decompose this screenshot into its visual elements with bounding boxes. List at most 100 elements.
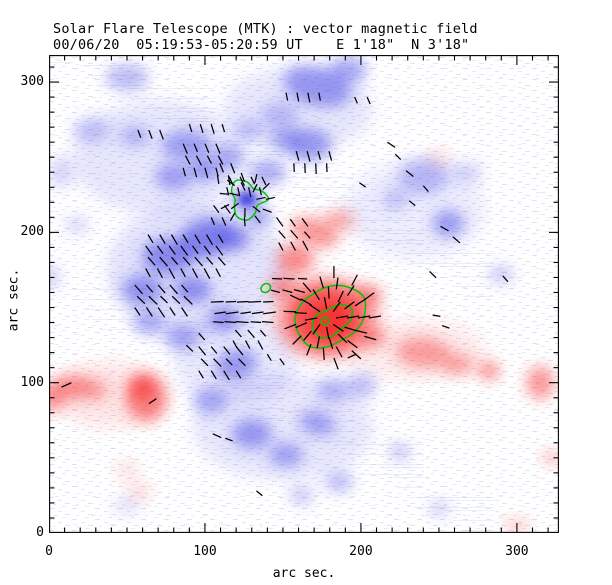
vector-segment	[251, 311, 264, 315]
vector-segment	[203, 245, 211, 255]
vector-segment	[319, 276, 324, 289]
vector-segment	[290, 229, 299, 239]
noise-streak	[461, 530, 494, 531]
vector-segment	[169, 284, 179, 295]
vector-segment	[156, 268, 163, 279]
vector-segment	[171, 295, 181, 305]
vector-segment	[225, 300, 237, 303]
vector-segment	[262, 182, 270, 191]
vector-segment	[180, 268, 186, 278]
vector-segment	[284, 323, 297, 330]
vector-segment	[309, 304, 321, 313]
polarity-blob	[354, 284, 383, 307]
y-tick-label: 100	[20, 374, 44, 390]
vector-segment	[145, 307, 153, 317]
vector-segment	[354, 96, 358, 104]
vector-segment	[191, 268, 199, 279]
vector-segment	[243, 217, 246, 227]
vector-segment	[422, 185, 429, 192]
vector-segment	[252, 205, 261, 213]
vector-segment	[159, 129, 164, 140]
polarity-blob	[488, 265, 514, 284]
vector-segment	[429, 271, 437, 279]
vector-segment	[61, 382, 72, 388]
noise-streak	[457, 286, 494, 287]
vector-segment	[170, 234, 178, 245]
vector-segment	[215, 167, 219, 177]
vector-segment	[195, 155, 203, 166]
vector-segment	[191, 245, 199, 255]
vector-segment	[366, 96, 371, 105]
vector-segment	[182, 234, 189, 244]
vector-segment	[229, 192, 239, 196]
vector-segment	[441, 324, 450, 329]
noise-streak	[292, 187, 354, 188]
vector-segment	[215, 143, 221, 154]
vector-segment	[279, 358, 285, 366]
vectors-layer	[61, 92, 509, 497]
vector-segment	[168, 268, 176, 280]
noise-streak	[390, 477, 424, 478]
vector-segment	[266, 353, 272, 361]
vector-segment	[387, 141, 396, 148]
y-tick-label: 200	[20, 224, 44, 240]
vector-segment	[198, 346, 207, 356]
polarity-blob	[382, 188, 408, 210]
vector-segment	[199, 123, 204, 133]
vector-segment	[182, 256, 191, 266]
vector-segment	[452, 236, 461, 244]
vector-segment	[359, 182, 367, 188]
vector-segment	[225, 311, 239, 315]
vector-segment	[432, 314, 441, 317]
vector-segment	[262, 208, 272, 213]
vector-segment	[200, 358, 209, 367]
vector-segment	[335, 315, 349, 319]
vector-segment	[136, 295, 146, 305]
vector-segment	[225, 358, 233, 366]
vector-segment	[294, 311, 307, 314]
vector-segment	[181, 284, 189, 293]
x-axis-title: arc sec.	[272, 566, 336, 581]
vector-segment	[235, 370, 242, 379]
noise-streak	[237, 154, 284, 155]
positive-polarity-layer	[49, 149, 559, 532]
vector-segment	[306, 151, 311, 162]
vector-segment	[169, 307, 176, 316]
vector-segment	[272, 277, 283, 280]
noise-streak	[437, 500, 494, 501]
vector-segment	[328, 151, 333, 161]
vector-segment	[239, 176, 245, 187]
vector-segment	[148, 398, 157, 405]
vector-segment	[194, 234, 201, 245]
vector-segment	[213, 321, 224, 324]
vector-segment	[335, 277, 339, 290]
polarity-blob	[526, 366, 555, 400]
polarity-blob	[268, 442, 304, 467]
vector-segment	[283, 277, 295, 280]
vector-segment	[148, 129, 153, 139]
polarity-blob	[477, 361, 500, 380]
polarity-blob	[49, 157, 74, 188]
vector-segment	[225, 437, 233, 442]
vector-segment	[344, 326, 357, 332]
vector-segment	[265, 196, 276, 200]
vector-segment	[198, 370, 204, 379]
polarity-blob	[317, 378, 349, 403]
vector-segment	[322, 347, 325, 360]
vector-segment	[181, 307, 188, 317]
polarity-blob	[329, 56, 368, 84]
vector-segment	[213, 204, 220, 214]
vector-segment	[203, 268, 211, 280]
vector-segment	[160, 295, 168, 304]
noise-streak	[449, 276, 494, 277]
vector-segment	[235, 320, 249, 324]
noise-streak	[229, 144, 284, 145]
vector-segment	[394, 153, 402, 160]
noise-streak	[453, 520, 494, 521]
vector-segment	[337, 290, 344, 303]
vector-segment	[216, 175, 220, 185]
vector-segment	[295, 322, 308, 329]
vector-segment	[237, 187, 241, 197]
vector-segment	[182, 143, 188, 154]
vector-segment	[270, 289, 280, 294]
